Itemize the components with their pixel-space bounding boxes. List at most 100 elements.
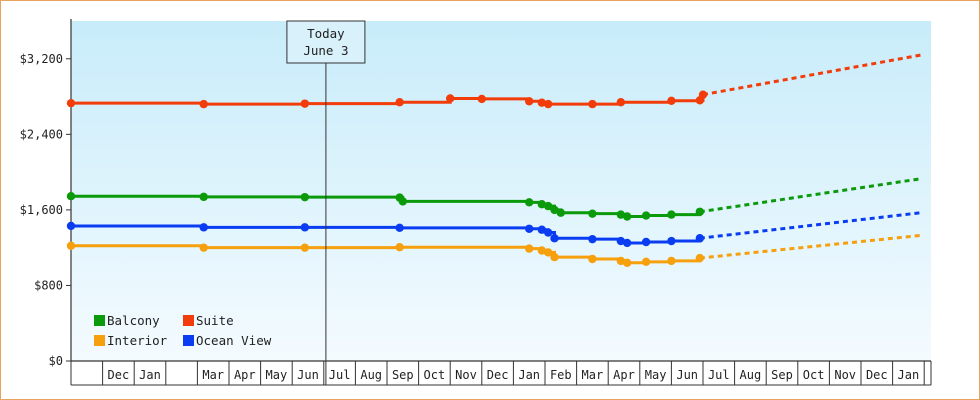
data-point: [550, 205, 559, 215]
data-point: [543, 201, 553, 211]
month-label: Oct: [424, 368, 446, 382]
data-point: [667, 96, 676, 106]
data-point: [550, 234, 559, 243]
data-point: [66, 98, 76, 108]
data-point: [66, 241, 76, 250]
data-point: [199, 243, 208, 252]
data-point: [537, 225, 547, 234]
month-label: May: [645, 368, 667, 382]
data-point: [616, 236, 626, 246]
data-point: [667, 256, 676, 266]
y-tick-label: $3,200: [20, 52, 63, 66]
data-point: [556, 208, 565, 217]
month-label: May: [266, 368, 288, 382]
data-point: [641, 257, 651, 267]
month-label: Dec: [108, 368, 130, 382]
data-point: [543, 248, 553, 257]
legend-label-suite: Suite: [196, 313, 234, 328]
data-point: [641, 237, 651, 247]
month-label: Feb: [550, 368, 572, 382]
month-label: Nov: [455, 368, 477, 382]
legend-label-interior: Interior: [107, 333, 168, 348]
legend-swatch-interior: [94, 335, 105, 346]
data-point: [537, 246, 547, 255]
data-point: [588, 234, 597, 244]
data-point: [588, 254, 597, 264]
month-label: Sep: [771, 368, 793, 382]
data-point: [66, 191, 76, 201]
legend-label-balcony: Balcony: [107, 313, 160, 328]
data-point: [199, 223, 208, 232]
y-tick-label: $2,400: [20, 127, 63, 141]
data-point: [477, 94, 486, 104]
data-point: [543, 99, 553, 109]
month-label: Jan: [898, 368, 920, 382]
forecast-line: [699, 177, 922, 214]
data-point: [199, 192, 208, 202]
legend: Balcony Suite Interior Ocean View: [94, 313, 272, 348]
forecast-line: [699, 233, 922, 260]
data-point: [622, 238, 632, 248]
month-label: Jan: [139, 368, 161, 382]
data-point: [446, 94, 455, 103]
data-point: [525, 198, 534, 207]
data-point: [395, 223, 404, 233]
month-label: Aug: [740, 368, 762, 382]
data-point: [550, 252, 559, 262]
data-point: [616, 98, 626, 107]
data-point: [300, 223, 310, 232]
data-point: [525, 244, 534, 253]
legend-label-ocean-view: Ocean View: [196, 333, 272, 348]
month-label: Jul: [329, 368, 351, 382]
month-label: Dec: [487, 368, 509, 382]
forecast-line: [702, 53, 922, 97]
month-label: Aug: [360, 368, 382, 382]
data-point: [616, 256, 626, 266]
today-marker: Today June 3: [286, 20, 366, 385]
y-axis: $0 $800 $1,600 $2,400 $3,200: [20, 19, 72, 368]
data-point: [667, 236, 676, 246]
month-label: Oct: [803, 368, 825, 382]
month-label: Dec: [866, 368, 888, 382]
data-point: [300, 99, 310, 108]
data-point: [588, 209, 597, 218]
legend-swatch-balcony: [94, 315, 105, 326]
month-label: Mar: [202, 368, 224, 382]
data-point: [395, 242, 404, 252]
legend-swatch-ocean-view: [183, 335, 194, 346]
data-point: [622, 258, 632, 267]
data-point: [667, 210, 676, 219]
data-point: [543, 228, 553, 237]
series-ocean-view: [66, 211, 922, 248]
month-label: Mar: [582, 368, 604, 382]
month-label: Jun: [297, 368, 319, 382]
data-point: [398, 197, 407, 206]
month-label: Jan: [518, 368, 540, 382]
data-point: [525, 97, 534, 106]
data-point: [525, 224, 534, 233]
data-point: [66, 221, 76, 231]
series-suite: [66, 53, 922, 109]
month-label: Jun: [676, 368, 698, 382]
data-point: [641, 211, 651, 220]
today-box: [286, 20, 366, 64]
data-point: [698, 90, 708, 99]
month-label: Apr: [613, 368, 635, 382]
month-label: Apr: [234, 368, 256, 382]
data-point: [616, 210, 626, 219]
series-layer: [66, 53, 922, 267]
month-label: Jul: [708, 368, 730, 382]
data-point: [537, 200, 547, 209]
forecast-line: [699, 211, 922, 240]
data-point: [622, 212, 632, 221]
month-label: Sep: [392, 368, 414, 382]
data-point: [300, 243, 310, 252]
x-axis: Dec Jan Mar Apr May Jun Jul Aug Sep Oct Nov Dec Jan F…: [70, 360, 932, 386]
data-point: [199, 99, 208, 109]
y-tick-label: $0: [49, 354, 63, 368]
y-tick-label: $800: [34, 278, 63, 292]
month-label: Nov: [834, 368, 856, 382]
data-point: [395, 98, 404, 107]
